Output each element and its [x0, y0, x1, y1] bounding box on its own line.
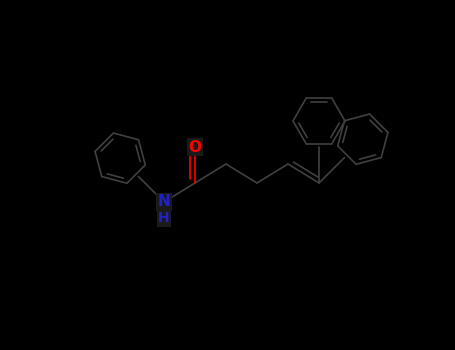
Text: N: N [157, 195, 170, 210]
Text: O: O [188, 140, 202, 154]
Text: H: H [158, 211, 170, 225]
